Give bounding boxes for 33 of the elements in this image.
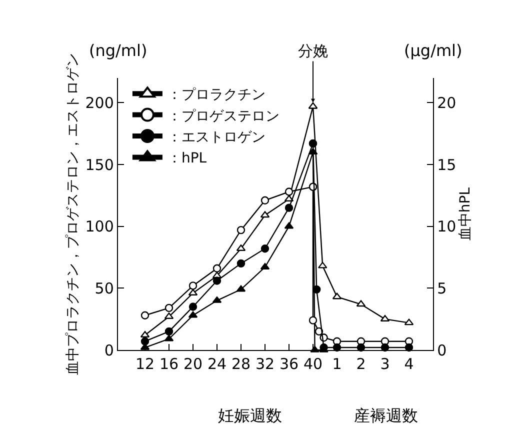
y-tick-label: 50 <box>94 279 114 298</box>
y2-tick-label: 10 <box>437 218 456 236</box>
legend-label: ：プロゲステロン <box>167 108 280 124</box>
y-tick-label: 150 <box>85 156 114 174</box>
x-tick-label: 36 <box>279 355 299 374</box>
x-tick-label: 28 <box>231 355 251 374</box>
text: (ng/ml) <box>89 41 148 60</box>
x-axis-title: 妊娠週数 <box>218 406 282 425</box>
x-tick-label: 12 <box>135 355 155 374</box>
y2-tick-label: 5 <box>437 279 447 298</box>
y2-tick-label: 0 <box>437 341 447 360</box>
legend-label: ：プロラクチン <box>167 87 266 104</box>
x2-tick-label: 4 <box>404 355 414 374</box>
y2-tick-label: 20 <box>437 94 456 112</box>
x-tick-label: 40 <box>303 355 323 374</box>
x-tick-label: 32 <box>255 355 275 374</box>
x2-tick-label: 3 <box>380 355 390 374</box>
y-tick-label: 200 <box>85 94 114 112</box>
y2-axis-title: 血中hPL <box>457 187 474 241</box>
x2-tick-label: 1 <box>332 355 342 374</box>
annotation: 分娩 <box>298 42 328 60</box>
y-tick-label: 100 <box>85 218 114 236</box>
x-tick-label: 16 <box>159 355 179 374</box>
x-tick-label: 24 <box>207 355 227 374</box>
x2-axis-title: 産褥週数 <box>354 406 418 425</box>
y-tick-label: 0 <box>104 341 114 360</box>
x2-tick-label: 2 <box>356 355 366 374</box>
legend-label: ：エストロゲン <box>167 129 266 146</box>
y-axis-title: 血中プロラクチン，プロゲステロン，エストロゲン <box>64 53 81 375</box>
x-tick-label: 20 <box>183 355 203 374</box>
legend-label: ：hPL <box>167 150 207 167</box>
y2-tick-label: 15 <box>437 156 456 174</box>
text: (μg/ml) <box>404 41 462 60</box>
